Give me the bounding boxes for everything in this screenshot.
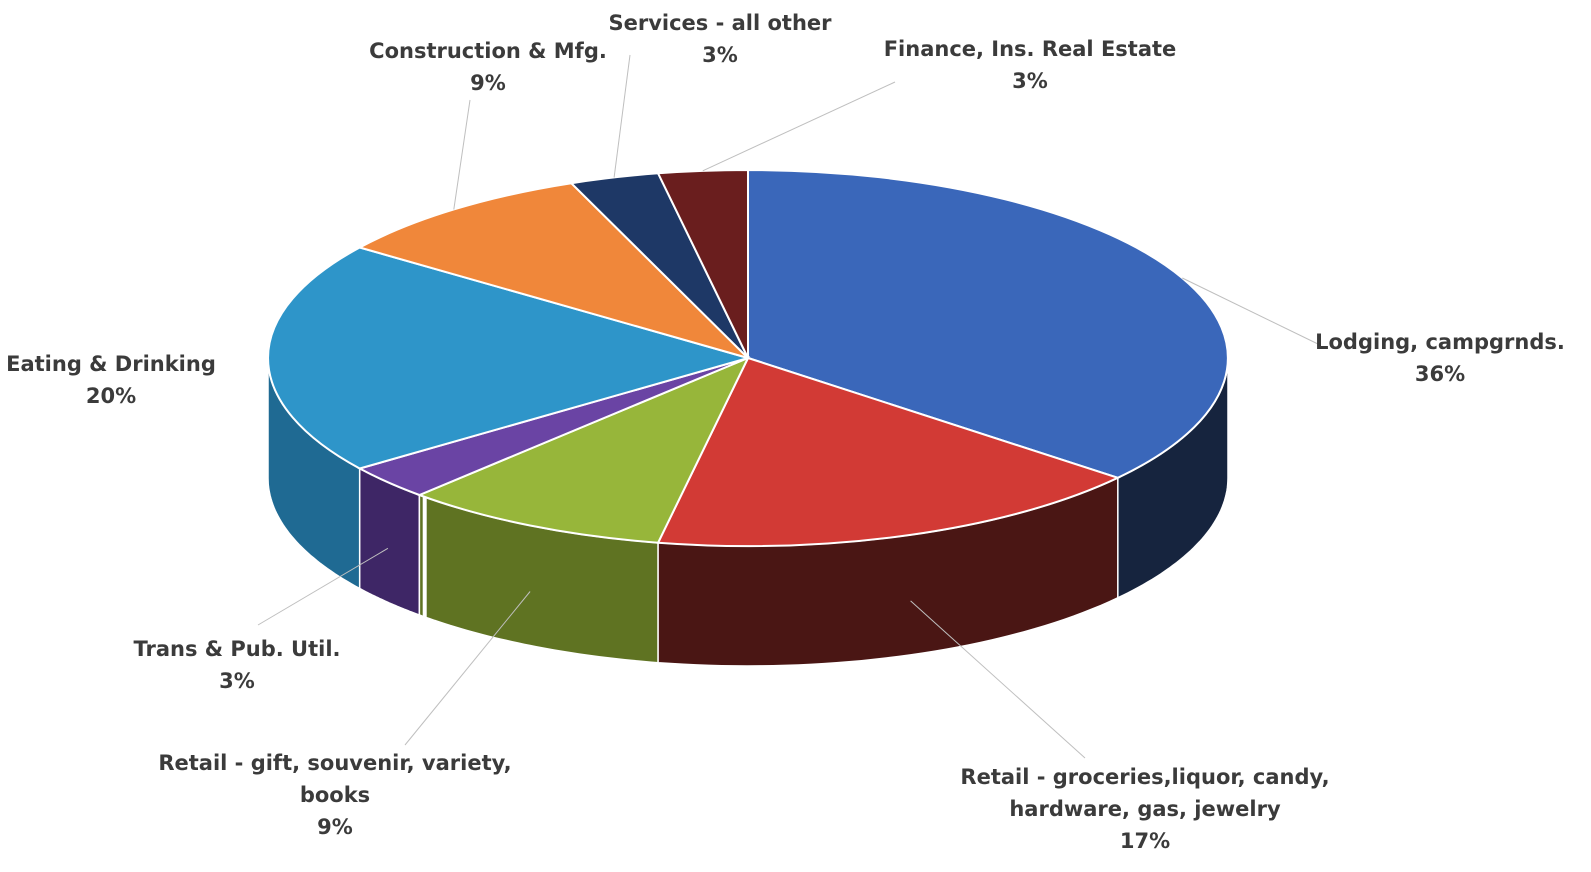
data-label-percent: 3% bbox=[702, 43, 738, 67]
leader-line-lodging-campgrnds bbox=[1182, 277, 1321, 346]
data-label-text: Retail - gift, souvenir, variety, bbox=[158, 751, 511, 775]
data-label-percent: 9% bbox=[317, 815, 353, 839]
data-label-text: Services - all other bbox=[608, 11, 832, 35]
data-label-text: Retail - groceries,liquor, candy, bbox=[960, 765, 1329, 789]
data-label-percent: 3% bbox=[219, 669, 255, 693]
data-label-text: hardware, gas, jewelry bbox=[1009, 797, 1281, 821]
data-label-text: Lodging, campgrnds. bbox=[1315, 330, 1565, 354]
leader-line-retail-gift-souvenir-variety-books bbox=[404, 591, 531, 746]
pie-slice-lodging-campgrnds bbox=[747, 168, 1229, 479]
data-label-percent: 3% bbox=[1012, 69, 1048, 93]
data-label-finance-ins-real-estate: Finance, Ins. Real Estate 3% bbox=[884, 37, 1177, 93]
data-label-lodging-campgrnds: Lodging, campgrnds. 36% bbox=[1315, 330, 1565, 386]
data-label-text: Construction & Mfg. bbox=[369, 39, 607, 63]
data-label-retail-groceries-liquor-candy-hardware-gas-jewelry: Retail - groceries,liquor, candy, hardwar… bbox=[960, 765, 1329, 853]
data-label-retail-gift-souvenir-variety-books: Retail - gift, souvenir, variety, books 9% bbox=[158, 751, 511, 839]
leader-line-trans-pub-util bbox=[257, 547, 389, 626]
data-label-trans-pub-util: Trans & Pub. Util. 3% bbox=[133, 637, 340, 693]
leader-line-retail-groceries-liquor-candy-hardware-gas-jewelry bbox=[910, 600, 1086, 759]
pie-slice-retail-gift-souvenir-variety-books bbox=[416, 356, 751, 544]
data-label-percent: 36% bbox=[1415, 362, 1465, 386]
pie-slice-retail-groceries-liquor-candy-hardware-gas-jewelry bbox=[656, 356, 1121, 548]
data-label-construction-mfg: Construction & Mfg. 9% bbox=[369, 39, 607, 95]
data-label-text: Finance, Ins. Real Estate bbox=[884, 37, 1177, 61]
pie-slice-eating-drinking bbox=[267, 246, 752, 470]
data-label-text: Trans & Pub. Util. bbox=[133, 637, 340, 661]
pie-top bbox=[267, 168, 1229, 548]
leader-lines bbox=[257, 54, 1321, 759]
data-label-text: Eating & Drinking bbox=[6, 352, 216, 376]
data-label-eating-drinking: Eating & Drinking 20% bbox=[6, 352, 216, 408]
leader-line-construction-mfg bbox=[453, 99, 471, 210]
data-label-percent: 9% bbox=[470, 71, 506, 95]
data-labels: Lodging, campgrnds. 36% Retail - groceries… bbox=[6, 11, 1565, 853]
leader-line-services-all-other bbox=[613, 54, 631, 178]
data-label-percent: 17% bbox=[1120, 829, 1170, 853]
data-label-text: books bbox=[300, 783, 370, 807]
data-label-percent: 20% bbox=[86, 384, 136, 408]
leader-line-finance-ins-real-estate bbox=[702, 81, 896, 172]
data-label-services-all-other: Services - all other 3% bbox=[608, 11, 832, 67]
